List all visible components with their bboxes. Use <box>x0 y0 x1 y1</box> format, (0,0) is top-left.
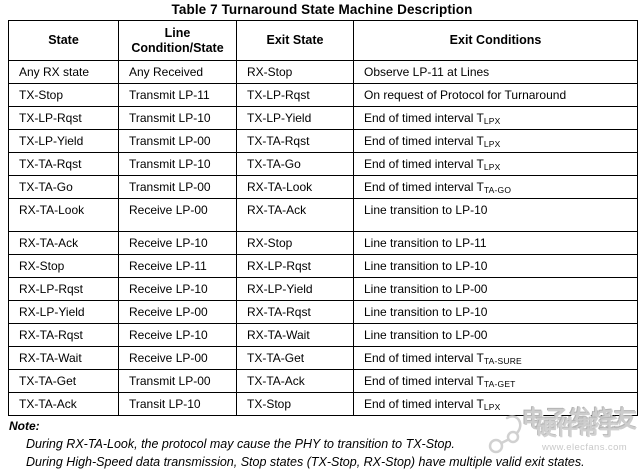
table-cell: End of timed interval TLPX <box>353 106 638 130</box>
column-header: Line Condition/State <box>118 20 237 61</box>
table-row: RX-Stop Receive LP-11 RX-LP-Rqst Line trans… <box>8 254 638 278</box>
table-cell: TX-TA-Get <box>236 346 354 370</box>
table-cell: Line transition to LP-10 <box>353 254 638 278</box>
note-item: During RX-TA-Look, the protocol may caus… <box>26 437 455 451</box>
note-label: Note: <box>9 419 40 433</box>
table-cell: RX-Stop <box>236 231 354 255</box>
table-cell: RX-TA-Ack <box>8 231 119 255</box>
table-cell: RX-LP-Yield <box>8 300 119 324</box>
table-row: TX-LP-Rqst Transmit LP-10 TX-LP-Yield End o… <box>8 106 638 130</box>
table-cell: Receive LP-10 <box>118 231 237 255</box>
table-cell: On request of Protocol for Turnaround <box>353 83 638 107</box>
table-cell: End of timed interval TTA-SURE <box>353 346 638 370</box>
table-cell: TX-TA-Go <box>8 175 119 199</box>
column-header: Exit Conditions <box>353 20 638 61</box>
timing-subscript: TA-SURE <box>483 356 522 366</box>
note-items: During RX-TA-Look, the protocol may caus… <box>9 437 644 470</box>
table-cell: RX-TA-Wait <box>8 346 119 370</box>
table-cell: Transmit LP-10 <box>118 106 237 130</box>
table-cell: Receive LP-11 <box>118 254 237 278</box>
table-cell: RX-LP-Yield <box>236 277 354 301</box>
timing-subscript: LPX <box>483 162 501 172</box>
table-cell: RX-Stop <box>8 254 119 278</box>
table-cell: End of timed interval TLPX <box>353 152 638 176</box>
table-cell: TX-LP-Rqst <box>236 83 354 107</box>
table-cell: TX-TA-Ack <box>236 369 354 393</box>
table-cell: RX-TA-Rqst <box>8 323 119 347</box>
table-cell: Observe LP-11 at Lines <box>353 60 638 84</box>
table-cell: TX-LP-Yield <box>236 106 354 130</box>
table-cell: TX-Stop <box>236 392 354 416</box>
table-cell: Receive LP-00 <box>118 198 237 232</box>
table-cell: Transmit LP-10 <box>118 152 237 176</box>
table-cell: RX-TA-Wait <box>236 323 354 347</box>
timing-subscript: TA-GET <box>483 379 516 389</box>
timing-subscript: LPX <box>483 402 501 412</box>
table-cell: End of timed interval TLPX <box>353 129 638 153</box>
table-cell: RX-LP-Rqst <box>8 277 119 301</box>
table-row: TX-TA-Get Transmit LP-00 TX-TA-Ack End of t… <box>8 369 638 393</box>
table-cell: Line transition to LP-00 <box>353 323 638 347</box>
table-cell: TX-TA-Get <box>8 369 119 393</box>
table-cell: Transit LP-10 <box>118 392 237 416</box>
table-cell: Line transition to LP-00 <box>353 277 638 301</box>
table-cell: Any RX state <box>8 60 119 84</box>
table-cell: Transmit LP-00 <box>118 175 237 199</box>
timing-subscript: LPX <box>483 116 501 126</box>
table-cell: TX-Stop <box>8 83 119 107</box>
table-cell: Line transition to LP-10 <box>353 198 638 232</box>
table-row: TX-Stop Transmit LP-11 TX-LP-Rqst On reques… <box>8 83 638 107</box>
state-table-header-row: State Line Condition/State Exit State Exit … <box>8 20 638 61</box>
table-row: TX-TA-Rqst Transmit LP-10 TX-TA-Go End of t… <box>8 152 638 176</box>
table-cell: TX-TA-Rqst <box>236 129 354 153</box>
table-title: Table 7 Turnaround State Machine Descrip… <box>171 2 473 17</box>
table-cell: RX-LP-Rqst <box>236 254 354 278</box>
table-cell: RX-TA-Rqst <box>236 300 354 324</box>
table-row: RX-TA-Rqst Receive LP-10 RX-TA-Wait Line tr… <box>8 323 638 347</box>
turnaround-state-table: State Line Condition/State Exit State Exit … <box>8 20 638 416</box>
column-header: State <box>8 20 119 61</box>
table-cell: RX-TA-Look <box>236 175 354 199</box>
table-cell: Transmit LP-00 <box>118 369 237 393</box>
table-cell: Line transition to LP-11 <box>353 231 638 255</box>
table-row: TX-LP-Yield Transmit LP-00 TX-TA-Rqst End o… <box>8 129 638 153</box>
table-cell: Receive LP-10 <box>118 323 237 347</box>
table-cell: RX-TA-Ack <box>236 198 354 232</box>
note-item: During High-Speed data transmission, Sto… <box>26 455 585 469</box>
state-table-body: Any RX state Any Received RX-Stop Observe L… <box>8 60 638 416</box>
table-cell: End of timed interval TTA-GET <box>353 369 638 393</box>
table-cell: Receive LP-00 <box>118 346 237 370</box>
table-cell: TX-TA-Ack <box>8 392 119 416</box>
table-cell: Any Received <box>118 60 237 84</box>
table-cell: TX-LP-Rqst <box>8 106 119 130</box>
table-cell: Transmit LP-11 <box>118 83 237 107</box>
table-row: RX-LP-Rqst Receive LP-10 RX-LP-Yield Line t… <box>8 277 638 301</box>
table-cell: Receive LP-10 <box>118 277 237 301</box>
notes-section: Note: During RX-TA-Look, the protocol ma… <box>9 419 644 470</box>
table-cell: RX-Stop <box>236 60 354 84</box>
table-row: RX-TA-Wait Receive LP-00 TX-TA-Get End of t… <box>8 346 638 370</box>
table-row: TX-TA-Go Transmit LP-00 RX-TA-Look End of t… <box>8 175 638 199</box>
column-header: Exit State <box>236 20 354 61</box>
table-row: RX-LP-Yield Receive LP-00 RX-TA-Rqst Line t… <box>8 300 638 324</box>
table-row: RX-TA-Ack Receive LP-10 RX-Stop Line transi… <box>8 231 638 255</box>
table-cell: End of timed interval TTA-GO <box>353 175 638 199</box>
table-cell: RX-TA-Look <box>8 198 119 232</box>
table-cell: Transmit LP-00 <box>118 129 237 153</box>
table-row: Any RX state Any Received RX-Stop Observe L… <box>8 60 638 84</box>
table-cell: TX-TA-Rqst <box>8 152 119 176</box>
table-cell: TX-LP-Yield <box>8 129 119 153</box>
timing-subscript: TA-GO <box>483 185 512 195</box>
table-row: RX-TA-Look Receive LP-00 RX-TA-Ack Line tra… <box>8 198 638 232</box>
table-row: TX-TA-Ack Transit LP-10 TX-Stop End of time… <box>8 392 638 416</box>
table-cell: Receive LP-00 <box>118 300 237 324</box>
timing-subscript: LPX <box>483 139 501 149</box>
table-cell: End of timed interval TLPX <box>353 392 638 416</box>
table-cell: TX-TA-Go <box>236 152 354 176</box>
table-cell: Line transition to LP-10 <box>353 300 638 324</box>
